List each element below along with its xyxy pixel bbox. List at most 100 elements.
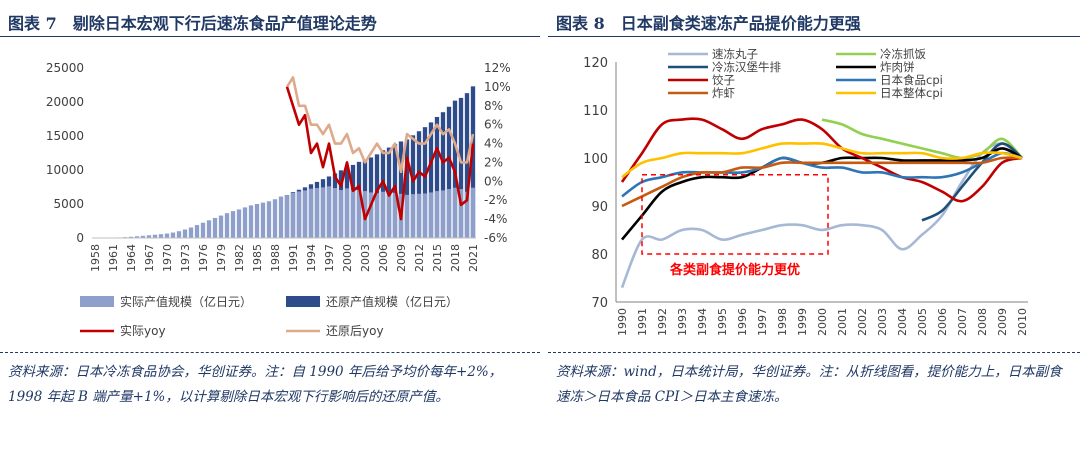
legend-restored-yoy-label: 还原后yoy [326, 324, 384, 338]
bar-actual-value [350, 189, 356, 238]
bar-actual-value [458, 189, 464, 238]
y-left-tick-label: 0 [76, 231, 84, 245]
bar-actual-value [200, 222, 206, 238]
y-right-tick-label: 6% [484, 118, 503, 132]
x-tick-label: 2002 [856, 308, 869, 336]
bar-actual-value [416, 193, 422, 238]
line-frozen-pilaf [821, 118, 1023, 160]
bar-actual-value [404, 194, 410, 238]
bar-restored-value [464, 93, 470, 238]
figure-7-panel: 图表 7 剔除日本宏观下行后速冻食品产值理论走势 0 5000 10000 15000… [0, 14, 540, 405]
bar-actual-value [440, 190, 446, 238]
x-tick-label: 1994 [696, 308, 709, 336]
x-tick-label: 1992 [656, 308, 669, 336]
x-tick-label: 2001 [836, 308, 849, 336]
line-japan-food-cpi-legend-label: 日本食品cpi [880, 73, 943, 87]
bar-actual-value [182, 229, 188, 238]
bar-actual-value [296, 191, 302, 238]
bar-restored-value [434, 116, 440, 238]
annotation-dashed-box [641, 174, 829, 255]
x-tick-label: 2008 [976, 308, 989, 336]
legend-restored-value-swatch [286, 296, 320, 307]
bar-actual-value [452, 187, 458, 238]
figure-8-bottom-rule [548, 352, 1080, 353]
bar-actual-value [158, 234, 164, 238]
figure-8-source-note: 资料来源：wind，日本统计局，华创证券。注：从折线图看，提价能力上，日本副食速… [556, 364, 1062, 405]
bar-actual-value [314, 188, 320, 238]
x-tick-label: 1967 [143, 244, 156, 272]
legend-actual-value-swatch [80, 296, 114, 307]
bar-actual-value [194, 225, 200, 238]
bar-actual-value [428, 192, 434, 238]
y-right-tick-label: 0% [484, 174, 503, 188]
y-left-tick-label: 10000 [46, 163, 84, 177]
x-tick-label: 2021 [467, 244, 480, 272]
y-tick-label: 100 [583, 152, 608, 167]
y-left-tick-label: 25000 [46, 61, 84, 75]
x-tick-label: 1991 [636, 308, 649, 336]
x-tick-label: 2010 [1016, 308, 1029, 336]
line-japan-food-cpi [621, 151, 1023, 198]
bar-actual-value [338, 190, 344, 238]
y-tick-label: 80 [591, 248, 608, 263]
x-tick-label: 1970 [161, 244, 174, 272]
figure-7-chart: 0 5000 10000 15000 20000 25000 -6% -4% -2% 0% 2% 4%… [46, 61, 511, 338]
bar-actual-value [152, 234, 158, 238]
line-actual-yoy [285, 86, 475, 221]
line-fried-cutlet-legend-label: 炸肉饼 [880, 60, 915, 74]
line-gyoza [620, 117, 1023, 203]
bar-actual-value [164, 233, 170, 238]
bar-actual-value [470, 187, 476, 238]
bar-actual-value [206, 220, 212, 238]
bar-actual-value [320, 187, 326, 238]
x-tick-label: 2009 [395, 244, 408, 272]
bar-actual-value [434, 191, 440, 238]
y-right-tick-label: -2% [484, 193, 507, 207]
bar-actual-value [224, 213, 230, 238]
bar-actual-value [302, 190, 308, 238]
figure-7-title: 图表 7 剔除日本宏观下行后速冻食品产值理论走势 [8, 14, 377, 33]
bar-actual-value [386, 193, 392, 238]
bar-actual-value [266, 201, 272, 238]
line-frozen-dumpling-balls-legend-label: 速冻丸子 [712, 47, 758, 61]
y-right-tick-label: 4% [484, 137, 503, 151]
bar-actual-value [326, 186, 332, 238]
bar-actual-value [374, 193, 380, 238]
x-tick-label: 2018 [449, 244, 462, 272]
bar-actual-value [344, 188, 350, 238]
bar-restored-value [416, 131, 422, 238]
bar-restored-value [428, 122, 434, 238]
x-tick-label: 1998 [776, 308, 789, 336]
x-tick-label: 1997 [756, 308, 769, 336]
legend-actual-yoy-label: 实际yoy [120, 323, 166, 338]
bar-actual-value [368, 192, 374, 238]
x-tick-label: 2000 [341, 244, 354, 272]
x-tick-label: 2004 [896, 308, 909, 336]
bar-actual-value [254, 204, 260, 238]
x-tick-label: 1961 [107, 244, 120, 272]
x-tick-label: 1979 [215, 244, 228, 272]
bar-actual-value [128, 236, 134, 238]
x-tick-label: 2009 [996, 308, 1009, 336]
y-right-tick-label: -6% [484, 231, 507, 245]
bar-actual-value [248, 205, 254, 238]
bar-restored-value [470, 86, 476, 238]
x-tick-label: 2000 [816, 308, 829, 336]
y-left-tick-label: 5000 [53, 197, 84, 211]
legend-restored-value-label: 还原产值规模（亿日元） [326, 294, 458, 309]
bar-actual-value [290, 192, 296, 238]
y-left-tick-label: 15000 [46, 129, 84, 143]
bar-actual-value [146, 235, 152, 238]
legend-actual-value-label: 实际产值规模（亿日元） [120, 294, 252, 309]
line-japan-overall-cpi-legend-label: 日本整体cpi [880, 86, 943, 100]
bar-actual-value [140, 235, 146, 238]
line-gyoza-legend-label: 饺子 [712, 73, 735, 87]
bar-actual-value [446, 189, 452, 238]
bar-actual-value [410, 194, 416, 238]
bar-actual-value [464, 191, 470, 238]
y-tick-label: 110 [583, 104, 608, 119]
x-tick-label: 1991 [287, 244, 300, 272]
x-tick-label: 1982 [233, 244, 246, 272]
figure-8-chart: 70 80 90 100 110 120 1990 1991 1992 1993 1994 1995 1… [583, 47, 1029, 336]
x-tick-label: 1976 [197, 244, 210, 272]
